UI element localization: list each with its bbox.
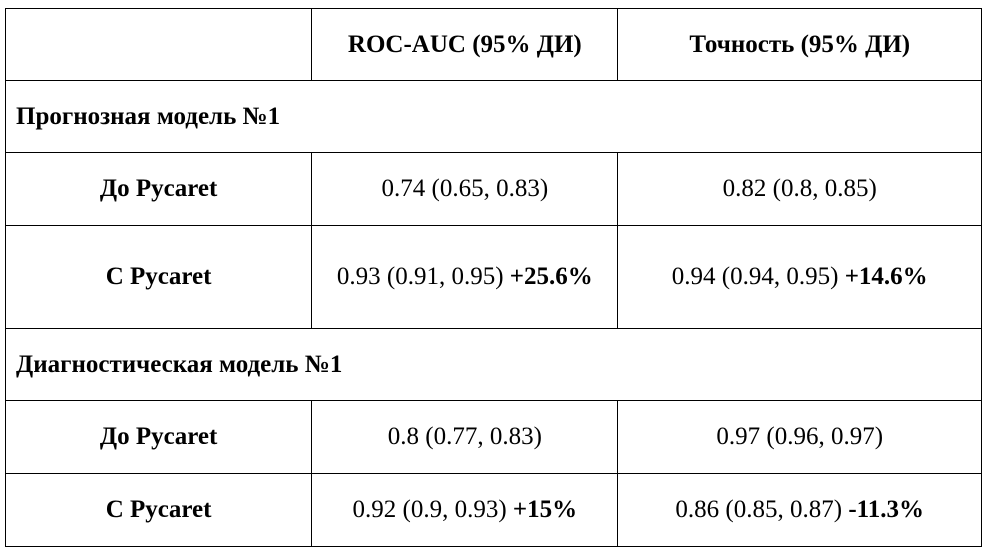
results-table: ROC-AUC (95% ДИ) Точность (95% ДИ) Прогн… <box>4 8 982 547</box>
roc-auc-cell: 0.8 (0.77, 0.83) <box>311 400 619 474</box>
accuracy-value: 0.86 (0.85, 0.87) <box>675 496 843 523</box>
roc-auc-delta: +15% <box>512 496 578 523</box>
accuracy-value: 0.82 (0.8, 0.85) <box>722 175 877 202</box>
accuracy-delta: +14.6% <box>844 263 928 290</box>
accuracy-value: 0.97 (0.96, 0.97) <box>716 423 884 450</box>
roc-auc-cell: 0.74 (0.65, 0.83) <box>311 152 619 226</box>
accuracy-cell: 0.97 (0.96, 0.97) <box>617 400 982 474</box>
table-row: До Pycaret 0.74 (0.65, 0.83) 0.82 (0.8, … <box>4 152 982 226</box>
section-row: Диагностическая модель №1 <box>5 328 982 401</box>
header-accuracy: Точность (95% ДИ) <box>617 8 982 81</box>
table-row: С Pycaret 0.93 (0.91, 0.95) +25.6% 0.94 … <box>4 225 982 329</box>
roc-auc-cell: 0.93 (0.91, 0.95) +25.6% <box>311 225 619 329</box>
section-title-forecast: Прогнозная модель №1 <box>5 80 982 153</box>
roc-auc-value: 0.92 (0.9, 0.93) <box>352 496 507 523</box>
roc-auc-value: 0.74 (0.65, 0.83) <box>381 175 549 202</box>
row-label: С Pycaret <box>4 225 313 329</box>
row-label: С Pycaret <box>4 473 313 547</box>
roc-auc-value: 0.93 (0.91, 0.95) <box>336 263 504 290</box>
accuracy-cell: 0.82 (0.8, 0.85) <box>617 152 982 226</box>
table-row: До Pycaret 0.8 (0.77, 0.83) 0.97 (0.96, … <box>4 400 982 474</box>
section-title-diagnostic: Диагностическая модель №1 <box>5 328 982 401</box>
accuracy-cell: 0.94 (0.94, 0.95) +14.6% <box>617 225 982 329</box>
roc-auc-cell: 0.92 (0.9, 0.93) +15% <box>311 473 619 547</box>
section-row: Прогнозная модель №1 <box>5 80 982 153</box>
roc-auc-value: 0.8 (0.77, 0.83) <box>387 423 542 450</box>
roc-auc-delta: +25.6% <box>509 263 593 290</box>
accuracy-value: 0.94 (0.94, 0.95) <box>671 263 839 290</box>
header-roc-auc: ROC-AUC (95% ДИ) <box>311 8 619 81</box>
row-label: До Pycaret <box>4 400 313 474</box>
accuracy-cell: 0.86 (0.85, 0.87) -11.3% <box>617 473 982 547</box>
header-row: ROC-AUC (95% ДИ) Точность (95% ДИ) <box>4 8 982 81</box>
accuracy-delta: -11.3% <box>848 496 925 523</box>
row-label: До Pycaret <box>4 152 313 226</box>
table-row: С Pycaret 0.92 (0.9, 0.93) +15% 0.86 (0.… <box>4 473 982 547</box>
header-empty-cell <box>4 8 313 81</box>
